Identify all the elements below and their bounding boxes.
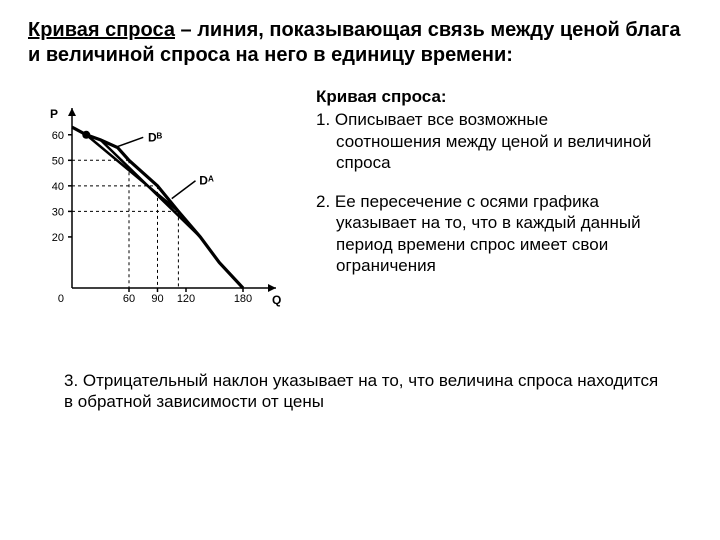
- list-item-2-lead: 2. Ее пересечение с осями графика: [316, 192, 599, 211]
- chart-svg: 20 30 40 50 60 60 90 120 180 P Q 0 Dᴮ Dᴬ: [28, 92, 288, 322]
- list-item-1-lead: 1. Описывает все возможные: [316, 110, 548, 129]
- list-item-2: 2. Ее пересечение с осями графика указыв…: [316, 191, 692, 276]
- svg-text:20: 20: [52, 232, 64, 244]
- svg-text:60: 60: [52, 130, 64, 142]
- list-item-1: 1. Описывает все возможные соотношения м…: [316, 109, 692, 173]
- svg-text:40: 40: [52, 181, 64, 193]
- demand-curve-chart: 20 30 40 50 60 60 90 120 180 P Q 0 Dᴮ Dᴬ: [28, 92, 288, 322]
- text-column: Кривая спроса: 1. Описывает все возможны…: [316, 86, 692, 294]
- svg-text:180: 180: [234, 293, 252, 305]
- svg-text:60: 60: [123, 293, 135, 305]
- svg-text:P: P: [50, 107, 58, 121]
- list-item-1-cont: соотношения между ценой и величиной спро…: [316, 131, 692, 174]
- list-item-2-cont: указывает на то, что в каждый данный пер…: [316, 212, 692, 276]
- slide-title: Кривая спроса – линия, показывающая связ…: [28, 18, 692, 68]
- svg-text:90: 90: [151, 293, 163, 305]
- svg-text:0: 0: [58, 293, 64, 305]
- list-item-3: 3. Отрицательный наклон указывает на то,…: [28, 370, 692, 413]
- list-subheading: Кривая спроса:: [316, 86, 692, 107]
- svg-text:50: 50: [52, 155, 64, 167]
- title-underlined: Кривая спроса: [28, 19, 175, 41]
- svg-text:Dᴬ: Dᴬ: [199, 174, 214, 188]
- svg-text:Dᴮ: Dᴮ: [148, 130, 163, 144]
- slide: Кривая спроса – линия, показывающая связ…: [0, 0, 720, 540]
- svg-text:30: 30: [52, 206, 64, 218]
- svg-text:Q: Q: [272, 293, 281, 307]
- svg-text:120: 120: [177, 293, 195, 305]
- content-row: 20 30 40 50 60 60 90 120 180 P Q 0 Dᴮ Dᴬ Кривая спрос…: [28, 86, 692, 322]
